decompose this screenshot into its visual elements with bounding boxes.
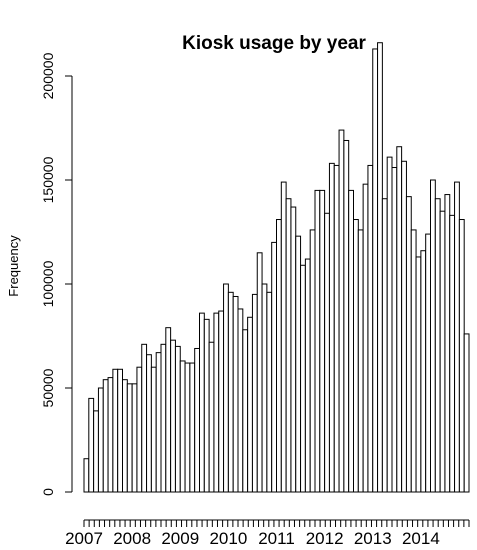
bar: [251, 293, 258, 493]
bar: [309, 229, 316, 493]
bar: [184, 362, 191, 493]
y-tick-label: 200000: [40, 52, 56, 99]
bar: [386, 156, 393, 493]
bar: [179, 360, 186, 493]
bar: [367, 164, 374, 493]
bar: [232, 295, 239, 493]
bar: [203, 318, 210, 493]
bar: [165, 327, 172, 493]
bar: [131, 383, 138, 493]
bar: [285, 198, 292, 493]
bar: [189, 362, 196, 493]
bar: [174, 345, 181, 493]
bar: [401, 160, 407, 493]
bar: [338, 129, 345, 493]
bar: [83, 458, 90, 493]
bar: [126, 383, 133, 493]
bar: [444, 194, 451, 493]
bar: [410, 229, 417, 493]
y-axis-label: Frequency: [6, 235, 21, 297]
chart-title: Kiosk usage by year: [182, 33, 366, 54]
bar: [377, 42, 383, 493]
bar: [324, 212, 330, 493]
x-tick-label: 2009: [161, 529, 199, 548]
bar: [348, 189, 355, 493]
bar: [112, 368, 119, 493]
bar: [295, 235, 302, 493]
bar: [405, 196, 412, 493]
bar: [396, 146, 403, 493]
bar: [430, 179, 436, 493]
bar: [434, 198, 441, 493]
bar: [280, 181, 287, 493]
bar: [199, 312, 205, 493]
bar: [136, 366, 143, 493]
bar: [304, 258, 311, 493]
bar: [242, 329, 249, 493]
bar: [213, 312, 220, 493]
bar: [122, 379, 128, 493]
bar: [343, 139, 350, 493]
bar: [227, 291, 234, 493]
bar: [256, 252, 263, 493]
bar: [160, 343, 167, 493]
bar: [223, 283, 229, 493]
y-axis: 0 50000 100000 150000 200000: [40, 52, 73, 496]
bar: [261, 283, 268, 493]
x-tick-label: 2008: [113, 529, 151, 548]
bar: [194, 347, 201, 493]
bar: [237, 308, 244, 493]
bar: [454, 181, 460, 493]
x-axis: 2007 2008 2009 2010 2011 2012 2013 2014: [65, 519, 470, 548]
bar: [425, 233, 432, 493]
bar: [146, 354, 152, 493]
bar: [300, 264, 306, 493]
bar: [353, 219, 359, 493]
bar: [218, 310, 225, 493]
bar: [97, 387, 104, 493]
bar: [449, 214, 456, 493]
bar: [102, 379, 109, 493]
bar: [362, 183, 369, 493]
y-tick-label: 50000: [40, 368, 56, 407]
bar: [458, 219, 465, 493]
bar: [271, 241, 278, 493]
bar: [266, 291, 273, 493]
y-tick-label: 150000: [40, 156, 56, 203]
x-tick-label: 2013: [354, 529, 392, 548]
bar: [247, 316, 253, 493]
bar: [439, 210, 446, 493]
bar: [415, 256, 422, 493]
bar: [290, 206, 297, 493]
x-tick-label: 2011: [258, 529, 295, 548]
bar: [117, 368, 124, 493]
bar: [208, 341, 215, 493]
bar: [170, 339, 176, 493]
x-tick-label: 2012: [306, 529, 344, 548]
x-tick-label: 2007: [65, 529, 103, 548]
bar: [88, 397, 95, 493]
bar: [314, 189, 321, 493]
bar: [319, 189, 326, 493]
x-tick-label: 2014: [402, 529, 440, 548]
bar: [150, 366, 157, 493]
bar: [141, 343, 148, 493]
y-tick-label: 0: [40, 488, 56, 496]
y-tick-label: 100000: [40, 260, 56, 307]
bar: [328, 162, 335, 493]
bar: [372, 48, 379, 493]
bar: [357, 229, 364, 493]
x-tick-label: 2010: [209, 529, 247, 548]
bar: [333, 164, 340, 493]
bar: [463, 333, 470, 493]
bar: [381, 198, 388, 493]
bar: [276, 219, 282, 493]
bar: [155, 352, 162, 493]
bar: [420, 250, 427, 493]
bar: [93, 410, 99, 493]
bar: [391, 167, 398, 493]
bars-group: [83, 42, 470, 493]
bar: [107, 377, 114, 493]
